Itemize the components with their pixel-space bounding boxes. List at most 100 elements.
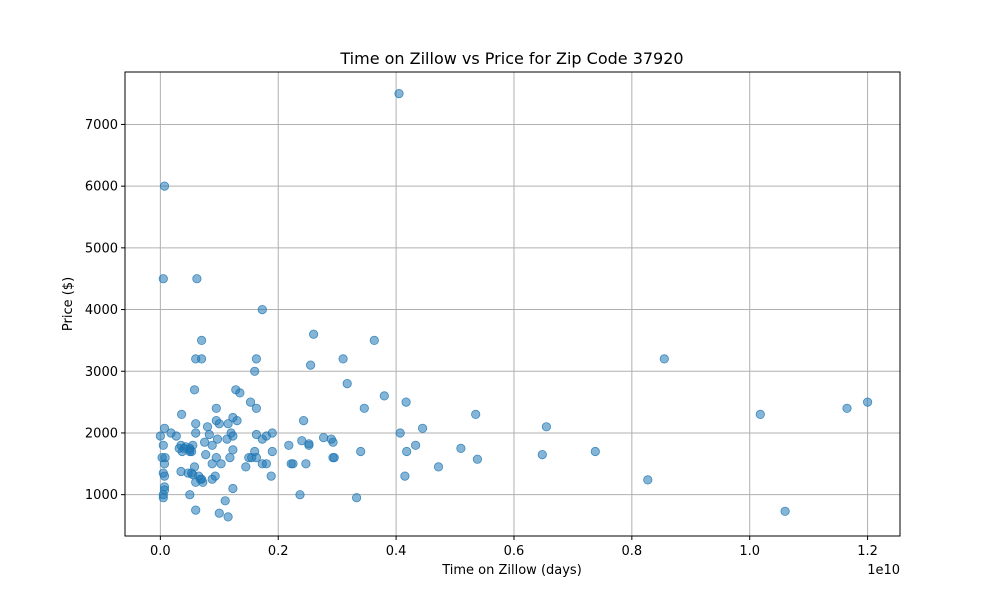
- data-point: [214, 419, 224, 429]
- data-point: [251, 452, 261, 463]
- data-point: [191, 419, 201, 429]
- data-point: [359, 403, 369, 413]
- data-point: [250, 366, 260, 376]
- data-point: [158, 493, 168, 503]
- data-point: [228, 445, 238, 455]
- data-point: [471, 409, 481, 419]
- x-tick-label: 0.6: [504, 544, 525, 559]
- plot-frame: [124, 71, 901, 537]
- data-point: [780, 506, 790, 516]
- data-point: [191, 505, 201, 515]
- data-point: [220, 496, 230, 506]
- data-point: [228, 431, 238, 441]
- data-point: [232, 415, 242, 426]
- y-tick-label: 3000: [85, 365, 118, 380]
- data-point: [308, 329, 319, 339]
- data-point: [177, 446, 187, 457]
- x-tick-label: 1.0: [739, 544, 760, 559]
- y-tick-label: 7000: [85, 118, 118, 133]
- data-point: [456, 443, 466, 453]
- chart-title: Time on Zillow vs Price for Zip Code 379…: [339, 49, 683, 68]
- data-point: [241, 462, 251, 472]
- data-point: [394, 89, 404, 99]
- data-point: [200, 437, 210, 447]
- data-point: [379, 391, 389, 401]
- data-point: [235, 388, 245, 398]
- data-point: [261, 459, 271, 469]
- x-tick-label: 0.8: [622, 544, 643, 559]
- data-point: [305, 360, 316, 370]
- data-point: [266, 471, 276, 481]
- y-tick-label: 1000: [85, 488, 118, 503]
- data-point: [158, 274, 168, 284]
- grid-lines: [125, 72, 900, 536]
- x-tick-label: 0.2: [268, 544, 289, 559]
- data-point: [159, 459, 170, 469]
- data-point: [251, 354, 261, 364]
- data-point: [328, 437, 338, 447]
- data-point: [351, 493, 362, 503]
- data-point: [155, 431, 165, 441]
- data-point: [659, 354, 669, 364]
- data-point: [842, 403, 852, 413]
- data-point: [185, 490, 195, 500]
- data-point: [401, 397, 411, 407]
- data-point: [402, 446, 412, 457]
- data-point: [537, 449, 547, 460]
- data-point: [329, 452, 339, 463]
- y-tick-label: 4000: [85, 303, 118, 318]
- data-point: [862, 397, 873, 407]
- data-point: [177, 409, 187, 419]
- data-point: [410, 440, 421, 450]
- data-point: [159, 471, 170, 481]
- data-point: [472, 454, 482, 464]
- data-point: [228, 483, 238, 494]
- data-point: [295, 490, 305, 500]
- data-point: [395, 428, 405, 438]
- data-point: [159, 423, 170, 433]
- data-point: [433, 462, 444, 472]
- data-point: [212, 434, 223, 444]
- data-point: [541, 422, 552, 432]
- data-point: [257, 304, 267, 315]
- x-axis-ticks: 0.0 0.2 0.4 0.6 0.8 1.0 1.2: [150, 536, 878, 559]
- data-points: [155, 89, 873, 522]
- data-point: [400, 471, 410, 481]
- data-point: [261, 431, 271, 441]
- data-point: [187, 446, 197, 457]
- data-point: [225, 452, 235, 463]
- data-point: [189, 385, 200, 395]
- x-tick-label: 1.2: [857, 544, 878, 559]
- x-tick-label: 0.4: [386, 544, 407, 559]
- data-point: [159, 181, 170, 191]
- data-point: [197, 354, 207, 364]
- y-axis-ticks: 1000 2000 3000 4000 5000 6000 7000: [85, 118, 125, 503]
- data-point: [643, 475, 653, 485]
- data-point: [197, 335, 207, 345]
- data-point: [298, 415, 309, 426]
- data-point: [288, 459, 298, 469]
- x-tick-label: 0.0: [150, 544, 171, 559]
- data-point: [304, 440, 314, 450]
- data-point: [338, 354, 348, 364]
- data-point: [207, 440, 217, 450]
- data-point: [192, 274, 202, 284]
- data-point: [207, 459, 217, 469]
- data-point: [204, 429, 214, 440]
- data-point: [267, 446, 277, 457]
- data-point: [201, 449, 211, 460]
- data-point: [755, 409, 765, 419]
- data-point: [216, 459, 226, 469]
- data-point: [318, 432, 329, 443]
- y-tick-label: 2000: [85, 426, 118, 441]
- data-point: [202, 422, 213, 432]
- data-point: [211, 403, 221, 413]
- data-point: [342, 378, 352, 389]
- x-axis-label: Time on Zillow (days): [441, 563, 582, 578]
- data-point: [301, 459, 311, 469]
- data-point: [369, 335, 379, 345]
- data-point: [223, 419, 233, 429]
- data-point: [251, 403, 261, 413]
